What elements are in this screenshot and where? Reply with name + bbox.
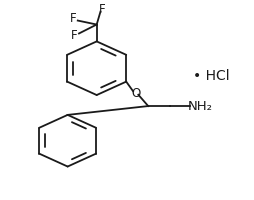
Text: • HCl: • HCl bbox=[193, 69, 229, 83]
Text: O: O bbox=[132, 87, 141, 100]
Text: NH₂: NH₂ bbox=[188, 100, 213, 113]
Text: F: F bbox=[99, 3, 106, 16]
Text: F: F bbox=[71, 29, 78, 42]
Text: F: F bbox=[70, 12, 76, 25]
